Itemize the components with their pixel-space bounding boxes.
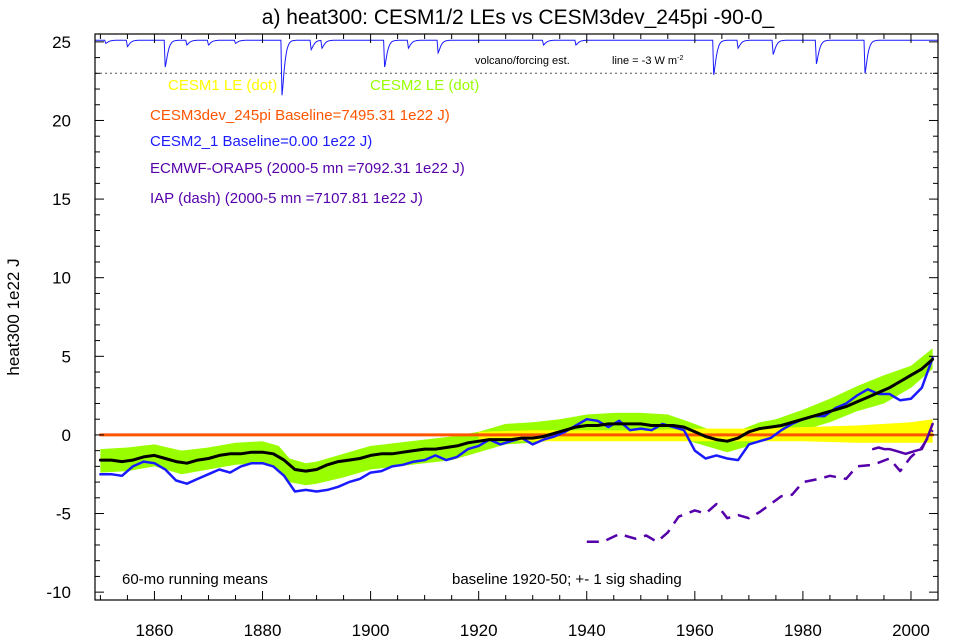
volcano-line-sup: -2 bbox=[677, 55, 683, 62]
band-layer bbox=[100, 348, 933, 486]
plot-frame bbox=[94, 33, 939, 601]
note-running-means: 60-mo running means bbox=[122, 571, 268, 588]
volcano-line-label: line = -3 W m-2 bbox=[612, 55, 683, 67]
x-tick-label: 2000 bbox=[892, 621, 930, 640]
x-tick-label: 1880 bbox=[244, 621, 282, 640]
volcano-layer bbox=[95, 39, 938, 96]
band-cesm2-le-dot bbox=[100, 348, 933, 486]
x-tick-label: 1900 bbox=[352, 621, 390, 640]
volcano-label: volcano/forcing est. bbox=[475, 55, 570, 67]
y-tick-label: 20 bbox=[52, 111, 71, 130]
x-tick-label: 1980 bbox=[784, 621, 822, 640]
tick-layer: 1860 1880 1900 1920 1940 1960 1980 2000 -10 -5 0 5 1… bbox=[46, 33, 939, 640]
legend-cesm1-le: CESM1 LE (dot) bbox=[168, 77, 277, 94]
y-tick-label: 10 bbox=[52, 269, 71, 288]
y-tick-label: 0 bbox=[62, 426, 71, 445]
volcano-forcing-line bbox=[95, 39, 938, 96]
band-cesm1-le-dot bbox=[478, 419, 933, 443]
x-tick-label: 1940 bbox=[568, 621, 606, 640]
legend-cesm2-1: CESM2_1 Baseline=0.00 1e22 J) bbox=[150, 133, 372, 150]
series-line-iap-dash-2000-5-mn-7107-81-1e22-j bbox=[586, 429, 934, 544]
y-tick-label: -10 bbox=[46, 583, 71, 602]
legend: CESM1 LE (dot) CESM2 LE (dot) CESM3dev_2… bbox=[150, 77, 479, 207]
x-tick-label: 1920 bbox=[460, 621, 498, 640]
legend-cesm3dev: CESM3dev_245pi Baseline=7495.31 1e22 J) bbox=[150, 107, 450, 124]
y-axis-title: heat300 1e22 J bbox=[4, 258, 23, 375]
note-baseline: baseline 1920-50; +- 1 sig shading bbox=[452, 571, 682, 588]
x-tick-label: 1960 bbox=[676, 621, 714, 640]
y-tick-label: 25 bbox=[52, 33, 71, 52]
legend-ecmwf-orap5: ECMWF-ORAP5 (2000-5 mn =7092.31 1e22 J) bbox=[150, 160, 465, 177]
chart-title: a) heat300: CESM1/2 LEs vs CESM3dev_245p… bbox=[262, 6, 775, 29]
series-layer bbox=[98, 356, 935, 544]
x-tick-label: 1860 bbox=[136, 621, 174, 640]
legend-iap: IAP (dash) (2000-5 mn =7107.81 1e22 J) bbox=[150, 190, 423, 207]
y-tick-label: -5 bbox=[56, 505, 71, 524]
y-tick-label: 5 bbox=[62, 347, 71, 366]
series-line-ensemble-mean bbox=[98, 357, 935, 473]
legend-cesm2-le: CESM2 LE (dot) bbox=[370, 77, 479, 94]
y-tick-label: 15 bbox=[52, 190, 71, 209]
